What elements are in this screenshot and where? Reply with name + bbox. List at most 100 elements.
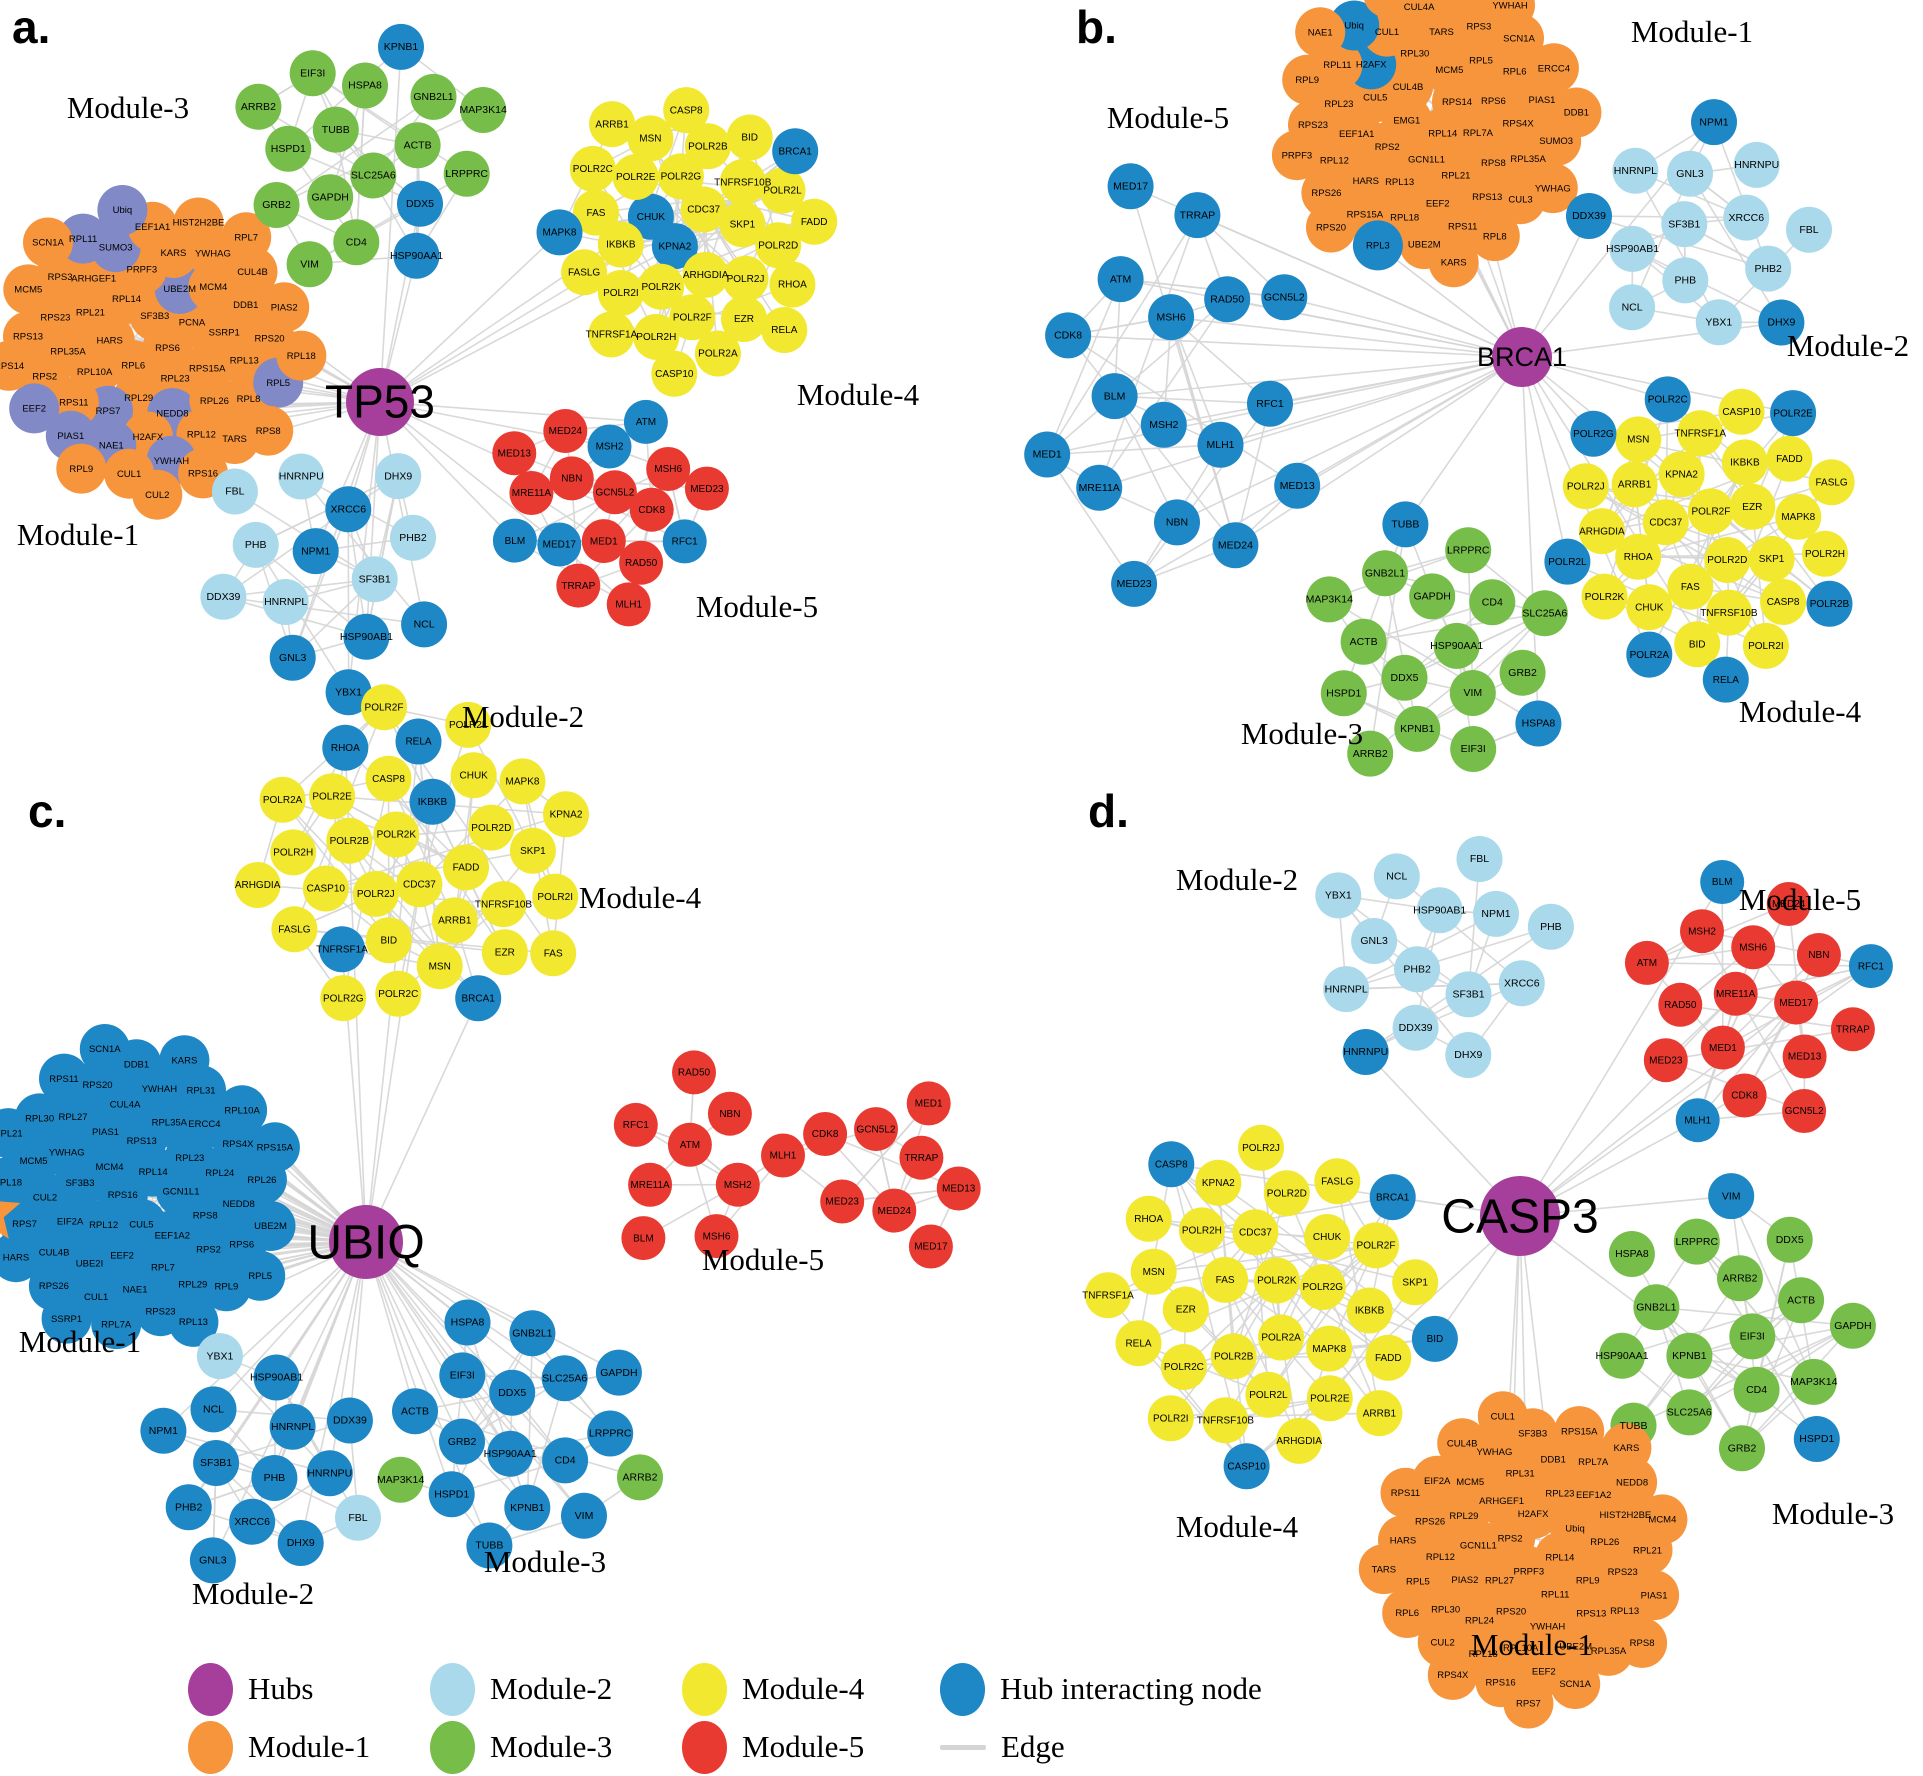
gene-label-RPL3: RPL3: [1366, 241, 1390, 252]
gene-label-RPS3: RPS3: [1466, 21, 1491, 32]
gene-label-TUBB: TUBB: [1619, 1420, 1647, 1432]
gene-label-PHB: PHB: [245, 539, 267, 551]
gene-label-POLR2J: POLR2J: [1242, 1143, 1280, 1154]
gene-label-POLR2G: POLR2G: [1573, 429, 1614, 440]
gene-label-CUL4B: CUL4B: [1393, 82, 1424, 93]
gene-label-HNRNPU: HNRNPU: [1343, 1046, 1388, 1058]
gene-label-RPS4X: RPS4X: [1503, 119, 1535, 130]
gene-label-NAE1: NAE1: [123, 1285, 148, 1296]
gene-label-ATM: ATM: [1637, 958, 1657, 969]
gene-label-RPS6: RPS6: [155, 343, 180, 354]
gene-label-POLR2K: POLR2K: [377, 830, 417, 841]
gene-label-RPL24: RPL24: [205, 1168, 234, 1179]
module-label-Module-3: Module-3: [1241, 716, 1363, 751]
gene-label-PHB2: PHB2: [175, 1501, 203, 1513]
gene-label-HARS: HARS: [1390, 1535, 1416, 1546]
gene-label-TRRAP: TRRAP: [1836, 1025, 1870, 1036]
gene-label-RAD50: RAD50: [1664, 1000, 1697, 1011]
gene-label-ACTB: ACTB: [1350, 636, 1378, 648]
gene-label-CASP10: CASP10: [1227, 1461, 1266, 1472]
gene-label-POLR2B: POLR2B: [330, 836, 370, 847]
gene-label-CHUK: CHUK: [460, 771, 489, 782]
gene-label-LRPPRC: LRPPRC: [589, 1428, 632, 1440]
gene-label-POLR2C: POLR2C: [1648, 395, 1688, 406]
gene-label-BID: BID: [1689, 639, 1706, 650]
gene-label-NPM1: NPM1: [1481, 908, 1510, 920]
panel-letter-c: c.: [28, 788, 66, 834]
module-label-Module-2: Module-2: [1176, 862, 1298, 897]
gene-label-KPNA2: KPNA2: [659, 241, 692, 252]
module5-swatch-icon: [682, 1721, 727, 1774]
gene-label-TRRAP: TRRAP: [1180, 209, 1216, 221]
gene-label-DDX5: DDX5: [1390, 672, 1418, 684]
gene-label-EEF1A1: EEF1A1: [135, 222, 170, 233]
gene-label-RPL12: RPL12: [1426, 1552, 1455, 1563]
gene-label-CUL4B: CUL4B: [39, 1248, 70, 1259]
gene-label-MED24: MED24: [1218, 540, 1253, 552]
module3-swatch-icon: [430, 1721, 475, 1774]
gene-label-HNRNPL: HNRNPL: [271, 1421, 314, 1433]
gene-label-DDX5: DDX5: [1776, 1234, 1804, 1246]
gene-label-HSP90AA1: HSP90AA1: [390, 250, 443, 262]
gene-label-RPS11: RPS11: [1448, 221, 1477, 232]
gene-label-MCM4: MCM4: [96, 1162, 124, 1173]
gene-label-HSPD1: HSPD1: [1326, 688, 1361, 700]
gene-label-GCN1L1: GCN1L1: [163, 1187, 200, 1198]
gene-label-GCN1L1: GCN1L1: [1408, 155, 1445, 166]
gene-label-SCN1A: SCN1A: [32, 238, 64, 249]
gene-label-RPL29: RPL29: [1449, 1511, 1478, 1522]
gene-label-RPS7: RPS7: [96, 406, 121, 417]
gene-label-RPL31: RPL31: [1506, 1469, 1535, 1480]
gene-label-POLR2I: POLR2I: [603, 288, 639, 299]
gene-label-POLR2B: POLR2B: [688, 141, 728, 152]
gene-label-HSPA8: HSPA8: [1615, 1248, 1649, 1260]
gene-label-RPS23: RPS23: [1608, 1567, 1638, 1578]
gene-label-POLR2K: POLR2K: [641, 282, 681, 293]
gene-label-CUL5: CUL5: [1363, 93, 1387, 104]
gene-label-MED13: MED13: [498, 448, 532, 459]
gene-label-CASP8: CASP8: [670, 105, 703, 116]
gene-label-RPS8: RPS8: [193, 1211, 218, 1222]
gene-label-RPL14: RPL14: [139, 1167, 168, 1178]
gene-label-POLR2B: POLR2B: [1810, 599, 1850, 610]
gene-label-POLR2E: POLR2E: [616, 172, 656, 183]
gene-label-MED1: MED1: [1709, 1043, 1737, 1054]
gene-label-CUL2: CUL2: [1431, 1637, 1455, 1648]
gene-label-CUL4B: CUL4B: [237, 267, 268, 278]
gene-label-GRB2: GRB2: [1728, 1442, 1757, 1454]
gene-label-POLR2D: POLR2D: [471, 823, 511, 834]
gene-label-DDX39: DDX39: [1572, 210, 1606, 222]
gene-label-RPL12: RPL12: [187, 430, 216, 441]
gene-label-RPS2: RPS2: [32, 372, 57, 383]
gene-label-CUL2: CUL2: [145, 490, 169, 501]
gene-label-POLR2L: POLR2L: [1548, 557, 1587, 568]
gene-label-RPS15A: RPS15A: [257, 1143, 294, 1154]
gene-label-RPS20: RPS20: [254, 334, 284, 345]
gene-label-RPL35A: RPL35A: [50, 347, 86, 358]
gene-label-CUL5: CUL5: [129, 1219, 153, 1230]
gene-label-GCN1L1: GCN1L1: [1460, 1541, 1497, 1552]
gene-label-FADD: FADD: [801, 217, 828, 228]
gene-label-HSPA8: HSPA8: [451, 1317, 485, 1329]
gene-label-RPL9: RPL9: [1295, 75, 1319, 86]
gene-label-HSPD1: HSPD1: [1799, 1433, 1834, 1445]
gene-label-RPL21: RPL21: [1633, 1545, 1662, 1556]
gene-label-PRPF3: PRPF3: [126, 265, 157, 276]
gene-label-MSN: MSN: [639, 134, 661, 145]
gene-label-LRPPRC: LRPPRC: [445, 168, 488, 180]
gene-label-FAS: FAS: [1681, 582, 1700, 593]
gene-label-CDC37: CDC37: [1649, 518, 1682, 529]
gene-label-ARRB1: ARRB1: [1618, 480, 1652, 491]
gene-label-PCNA: PCNA: [179, 318, 206, 329]
gene-label-ATM: ATM: [636, 417, 656, 428]
gene-label-SF3B1: SF3B1: [359, 573, 391, 585]
gene-label-CASP8: CASP8: [1155, 1159, 1188, 1170]
gene-label-RPS2: RPS2: [1498, 1534, 1523, 1545]
gene-label-POLR2C: POLR2C: [1164, 1362, 1204, 1373]
gene-label-DHX9: DHX9: [287, 1537, 315, 1549]
gene-label-RPL26: RPL26: [1590, 1537, 1619, 1548]
gene-label-EZR: EZR: [734, 314, 754, 325]
gene-label-NBN: NBN: [1166, 517, 1188, 529]
gene-label-EEF1A1: EEF1A1: [1339, 129, 1374, 140]
gene-label-EZR: EZR: [495, 948, 515, 959]
